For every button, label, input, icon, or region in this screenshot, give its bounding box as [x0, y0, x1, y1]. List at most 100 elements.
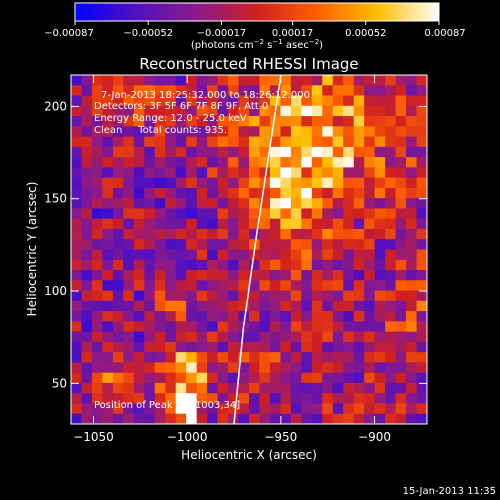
heatmap-cell: [228, 331, 240, 343]
heatmap-cell: [186, 403, 198, 415]
heatmap-cell: [301, 95, 313, 107]
y-tick-label: 50: [52, 376, 67, 390]
heatmap-cell: [416, 352, 427, 364]
heatmap-cell: [175, 249, 187, 261]
heatmap-cell: [217, 290, 229, 302]
heatmap-cell: [196, 341, 208, 353]
heatmap-cell: [123, 167, 135, 179]
heatmap-cell: [154, 218, 166, 230]
heatmap-cell: [91, 187, 104, 199]
heatmap-cell: [364, 259, 376, 271]
heatmap-cell: [269, 321, 282, 333]
heatmap-cell: [406, 75, 418, 86]
heatmap-cell: [259, 362, 271, 374]
heatmap-cell: [144, 198, 156, 210]
heatmap-cell: [395, 167, 407, 179]
heatmap-cell: [91, 280, 104, 292]
heatmap-cell: [186, 321, 198, 333]
colorbar-ticks: −0.00087 −0.00052 −0.00017 0.00017 0.00052 0.…: [44, 21, 466, 39]
heatmap-cell: [207, 321, 219, 333]
heatmap-cell: [290, 167, 302, 179]
heatmap-cell: [416, 167, 427, 179]
heatmap-cell: [207, 393, 219, 405]
heatmap-cell: [406, 136, 418, 148]
heatmap-cell: [238, 198, 250, 210]
heatmap-cell: [374, 372, 386, 384]
heatmap-cell: [154, 85, 166, 97]
heatmap-cell: [81, 280, 93, 292]
heatmap-cell: [301, 352, 313, 364]
heatmap-cell: [406, 413, 418, 424]
heatmap-cell: [280, 280, 292, 292]
heatmap-cell: [395, 341, 407, 353]
heatmap-cell: [165, 249, 177, 261]
heatmap-cell: [406, 218, 418, 230]
heatmap-cell: [144, 187, 156, 199]
heatmap-cell: [406, 157, 418, 168]
heatmap-cell: [416, 126, 427, 138]
heatmap-cell: [259, 136, 271, 148]
heatmap-cell: [269, 270, 282, 281]
heatmap-cell: [416, 146, 427, 158]
heatmap-cell: [91, 249, 104, 261]
heatmap-cell: [123, 300, 135, 312]
heatmap-cell: [217, 126, 229, 138]
heatmap-cell: [144, 95, 156, 107]
heatmap-cell: [374, 95, 386, 107]
heatmap-cell: [207, 300, 219, 312]
heatmap-cell: [144, 300, 156, 312]
heatmap-cell: [322, 249, 334, 261]
heatmap-cell: [71, 249, 83, 261]
heatmap-cell: [353, 382, 365, 394]
heatmap-cell: [311, 239, 323, 251]
heatmap-cell: [311, 75, 323, 86]
heatmap-cell: [71, 321, 83, 333]
heatmap-cell: [374, 362, 386, 374]
heatmap-cell: [416, 393, 427, 405]
heatmap-cell: [259, 311, 271, 322]
heatmap-cell: [311, 280, 323, 292]
heatmap-cell: [71, 116, 83, 127]
heatmap-cell: [374, 187, 386, 199]
heatmap-cell: [144, 167, 156, 179]
heatmap-cell: [364, 157, 376, 168]
heatmap-cell: [81, 167, 93, 179]
heatmap-cell: [406, 300, 418, 312]
heatmap-cell: [385, 362, 397, 374]
heatmap-cell: [81, 239, 93, 251]
heatmap-cell: [332, 198, 344, 210]
heatmap-cell: [364, 146, 376, 158]
heatmap-cell: [154, 177, 166, 189]
heatmap-cell: [154, 105, 166, 117]
heatmap-cell: [353, 341, 365, 353]
heatmap-cell: [311, 259, 323, 271]
heatmap-cell: [249, 146, 261, 158]
heatmap-cell: [123, 157, 135, 168]
heatmap-cell: [259, 382, 271, 394]
heatmap-cell: [238, 177, 250, 189]
heatmap-cell: [154, 413, 166, 424]
heatmap-cell: [71, 95, 83, 107]
heatmap-cell: [343, 75, 355, 86]
heatmap-cell: [395, 177, 407, 189]
heatmap-cell: [385, 239, 397, 251]
heatmap-cell: [133, 95, 145, 107]
heatmap-cell: [207, 95, 219, 107]
heatmap-cell: [217, 136, 229, 148]
heatmap-cell: [154, 208, 166, 220]
heatmap-cell: [311, 372, 323, 384]
heatmap-cell: [154, 280, 166, 292]
heatmap-cell: [311, 321, 323, 333]
heatmap-cell: [280, 321, 292, 333]
heatmap-cell: [186, 126, 198, 138]
heatmap-cell: [353, 187, 365, 199]
heatmap-cell: [353, 167, 365, 179]
heatmap-cell: [102, 341, 114, 353]
heatmap-cell: [154, 393, 166, 405]
heatmap-cell: [353, 95, 365, 107]
heatmap-cell: [416, 208, 427, 220]
heatmap-cell: [395, 403, 407, 415]
heatmap-cell: [364, 208, 376, 220]
heatmap-cell: [196, 116, 208, 127]
heatmap-cell: [364, 372, 376, 384]
